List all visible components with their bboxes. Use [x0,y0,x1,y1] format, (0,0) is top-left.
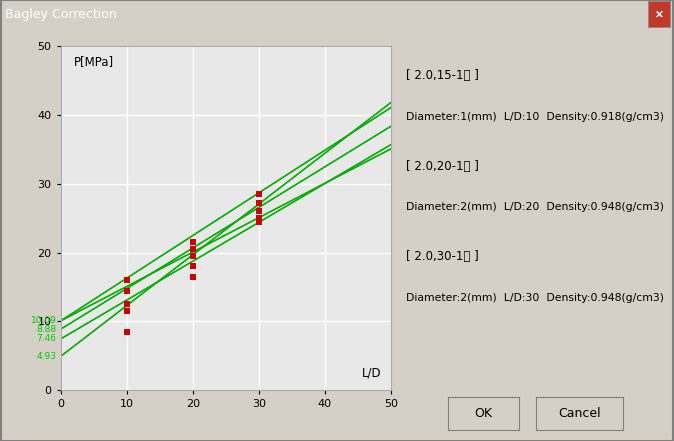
Text: OK: OK [474,407,493,420]
FancyBboxPatch shape [648,1,670,27]
Text: 8.88: 8.88 [36,325,57,334]
Text: Cancel: Cancel [558,407,601,420]
Text: Diameter:2(mm)  L/D:30  Density:0.948(g/cm3): Diameter:2(mm) L/D:30 Density:0.948(g/cm… [406,293,665,303]
Text: P[MPa]: P[MPa] [74,55,114,68]
Text: Bagley Correction: Bagley Correction [5,8,117,21]
Text: ✕: ✕ [655,9,663,19]
Text: [ 2.0,15-1高 ]: [ 2.0,15-1高 ] [406,69,479,82]
Text: 10.09: 10.09 [30,316,57,325]
Text: L/D: L/D [361,367,381,380]
Text: 4.93: 4.93 [36,352,57,361]
Text: 7.46: 7.46 [36,334,57,344]
Text: ✕: ✕ [654,9,664,19]
Text: [ 2.0,20-1高 ]: [ 2.0,20-1高 ] [406,160,479,173]
Text: Diameter:2(mm)  L/D:20  Density:0.948(g/cm3): Diameter:2(mm) L/D:20 Density:0.948(g/cm… [406,202,665,213]
Text: Diameter:1(mm)  L/D:10  Density:0.918(g/cm3): Diameter:1(mm) L/D:10 Density:0.918(g/cm… [406,112,665,122]
Text: [ 2.0,30-1高 ]: [ 2.0,30-1高 ] [406,250,479,263]
